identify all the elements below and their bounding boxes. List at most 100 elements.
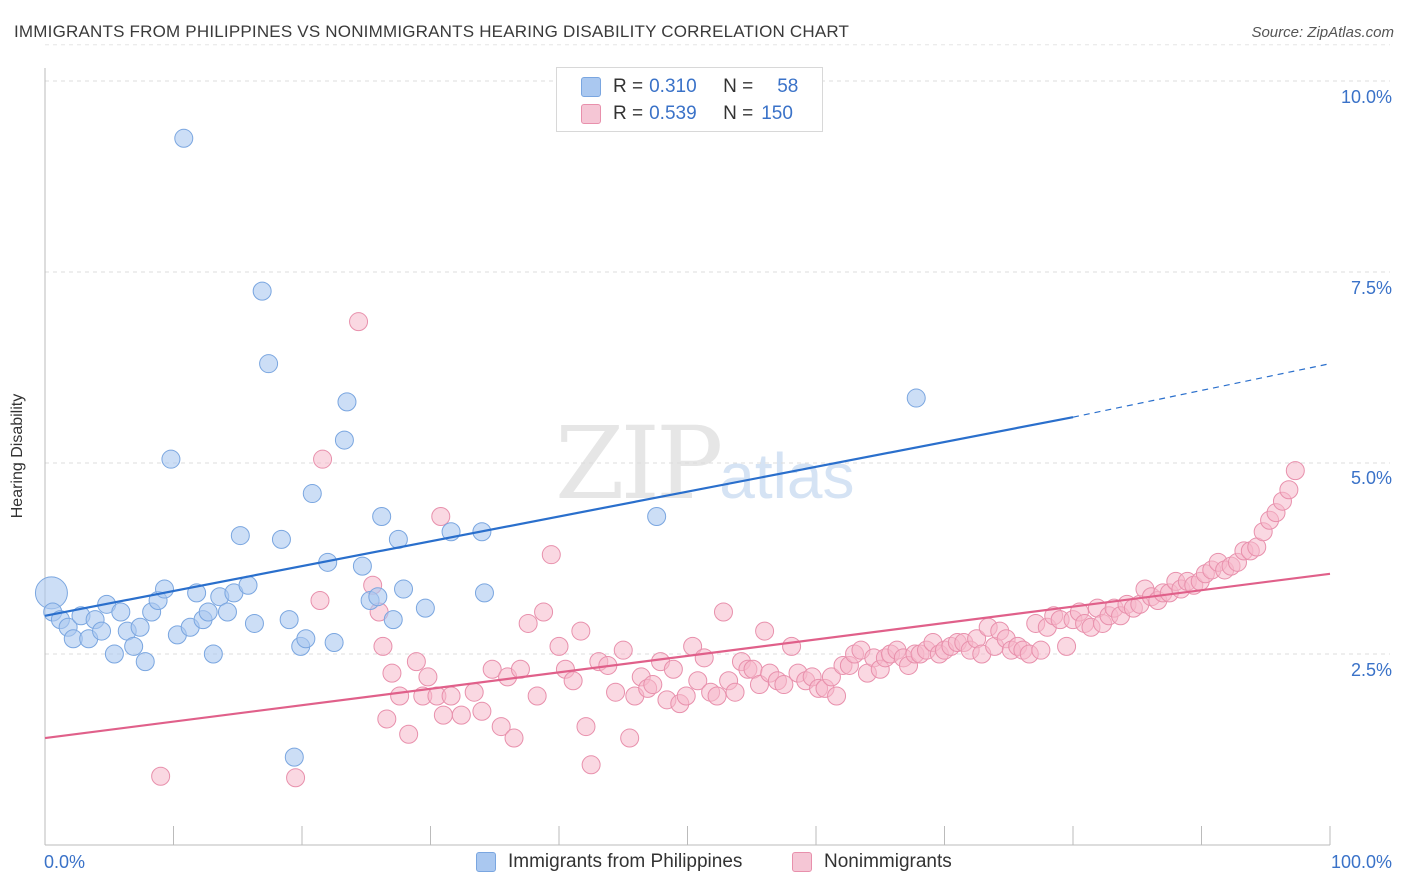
philippines-point — [174, 128, 194, 148]
nonimmigrant-point — [688, 671, 708, 691]
nonimmigrant-point — [613, 640, 633, 660]
philippines-trend-line — [44, 416, 1074, 617]
legend-row-philippines: R = 0.310 N = 58 — [581, 75, 798, 99]
nonimmigrant-point — [431, 506, 451, 526]
nonimmigrant-point — [313, 449, 333, 469]
y-tick-label: 10.0% — [1340, 87, 1392, 107]
source-label: Source: ZipAtlas.com — [1251, 24, 1394, 41]
bottom-legend-item-nonimmigrants[interactable]: Nonimmigrants — [792, 851, 952, 873]
philippines-point — [111, 602, 131, 622]
philippines-point — [279, 610, 299, 630]
philippines-point — [230, 526, 250, 546]
nonimmigrant-point — [518, 613, 538, 633]
nonimmigrant-point — [382, 663, 402, 683]
philippines-point — [92, 621, 112, 641]
nonimmigrant-point — [576, 717, 596, 737]
philippines-point — [906, 388, 926, 408]
chart-title: IMMIGRANTS FROM PHILIPPINES VS NONIMMIGR… — [14, 22, 850, 41]
nonimmigrant-point — [472, 701, 492, 721]
nonimmigrant-point — [827, 686, 847, 706]
philippines-point — [124, 636, 144, 656]
nonimmigrant-point — [663, 659, 683, 679]
philippines-point — [161, 449, 181, 469]
nonimmigrant-point — [821, 667, 841, 687]
philippines-point — [296, 629, 316, 649]
nonimmigrant-point — [491, 717, 511, 737]
philippines-point — [368, 587, 388, 607]
legend-n-label: N = — [723, 103, 754, 124]
stats-legend: R = 0.310 N = 58 R = 0.539 N = 150 — [556, 67, 823, 132]
nonimmigrant-point — [713, 602, 733, 622]
nonimmigrant-point — [451, 705, 471, 725]
nonimmigrant-point — [286, 768, 306, 788]
legend-row-nonimmigrants: R = 0.539 N = 150 — [581, 102, 793, 126]
philippines-point — [252, 281, 272, 301]
nonimmigrant-point — [482, 659, 502, 679]
philippines-point — [394, 579, 414, 599]
nonimmigrant-point — [571, 621, 591, 641]
nonimmigrant-point — [373, 636, 393, 656]
nonimmigrant-point — [1031, 640, 1051, 660]
philippines-point — [217, 602, 237, 622]
y-tick-label: 5.0% — [1350, 468, 1392, 488]
legend-n-value: 150 — [761, 103, 793, 124]
legend-n-label: N = — [723, 76, 754, 97]
philippines-point — [244, 613, 264, 633]
bottom-legend-label: Nonimmigrants — [824, 851, 952, 872]
philippines-point — [259, 354, 279, 374]
nonimmigrant-point — [782, 636, 802, 656]
nonimmigrant-point — [541, 545, 561, 565]
nonimmigrant-point — [1279, 480, 1299, 500]
bottom-legend-label: Immigrants from Philippines — [508, 851, 743, 872]
legend-r-label: R = — [613, 76, 644, 97]
nonimmigrant-point — [418, 667, 438, 687]
nonimmigrant-point — [694, 648, 714, 668]
nonimmigrant-point — [464, 682, 484, 702]
nonimmigrant-point — [390, 686, 410, 706]
philippines-point — [203, 644, 223, 664]
legend-n-value: 58 — [777, 76, 799, 97]
legend-r-value: 0.310 — [649, 76, 697, 97]
nonimmigrant-point — [151, 766, 171, 786]
philippines-point — [135, 652, 155, 672]
y-tick-label: 7.5% — [1350, 278, 1392, 298]
nonimmigrant-point — [563, 671, 583, 691]
philippines-point — [238, 575, 258, 595]
bottom-legend-swatch-blue — [476, 852, 496, 872]
x-axis-max-label: 100.0% — [1330, 852, 1392, 872]
philippines-point — [155, 579, 175, 599]
y-axis-title: Hearing Disability — [9, 393, 26, 519]
nonimmigrant-point — [581, 755, 601, 775]
nonimmigrant-point — [527, 686, 547, 706]
bottom-legend-item-philippines[interactable]: Immigrants from Philippines — [476, 851, 742, 873]
x-axis-min-label: 0.0% — [44, 852, 86, 872]
nonimmigrant-point — [620, 728, 640, 748]
nonimmigrant-point — [399, 724, 419, 744]
legend-swatch-blue — [581, 77, 601, 97]
philippines-point — [198, 602, 218, 622]
philippines-point — [334, 430, 354, 450]
nonimmigrant-point — [1057, 636, 1077, 656]
philippines-point — [337, 392, 357, 412]
watermark-atlas: atlas — [719, 440, 855, 512]
philippines-point — [302, 484, 322, 504]
nonimmigrant-point — [643, 675, 663, 695]
philippines-point — [474, 583, 494, 603]
nonimmigrant-point — [433, 705, 453, 725]
nonimmigrant-point — [606, 682, 626, 702]
philippines-trend-extension — [1072, 363, 1331, 418]
bottom-legend-swatch-pink — [792, 852, 812, 872]
nonimmigrant-point — [549, 636, 569, 656]
nonimmigrant-point — [1285, 461, 1305, 481]
nonimmigrant-point — [676, 686, 696, 706]
nonimmigrant-point — [774, 675, 794, 695]
philippines-point — [415, 598, 435, 618]
legend-r-value: 0.539 — [649, 103, 697, 124]
y-tick-label: 2.5% — [1350, 660, 1392, 680]
nonimmigrant-point — [534, 602, 554, 622]
nonimmigrant-point — [406, 652, 426, 672]
nonimmigrant-point — [441, 686, 461, 706]
philippines-point — [372, 506, 392, 526]
nonimmigrant-point — [707, 686, 727, 706]
